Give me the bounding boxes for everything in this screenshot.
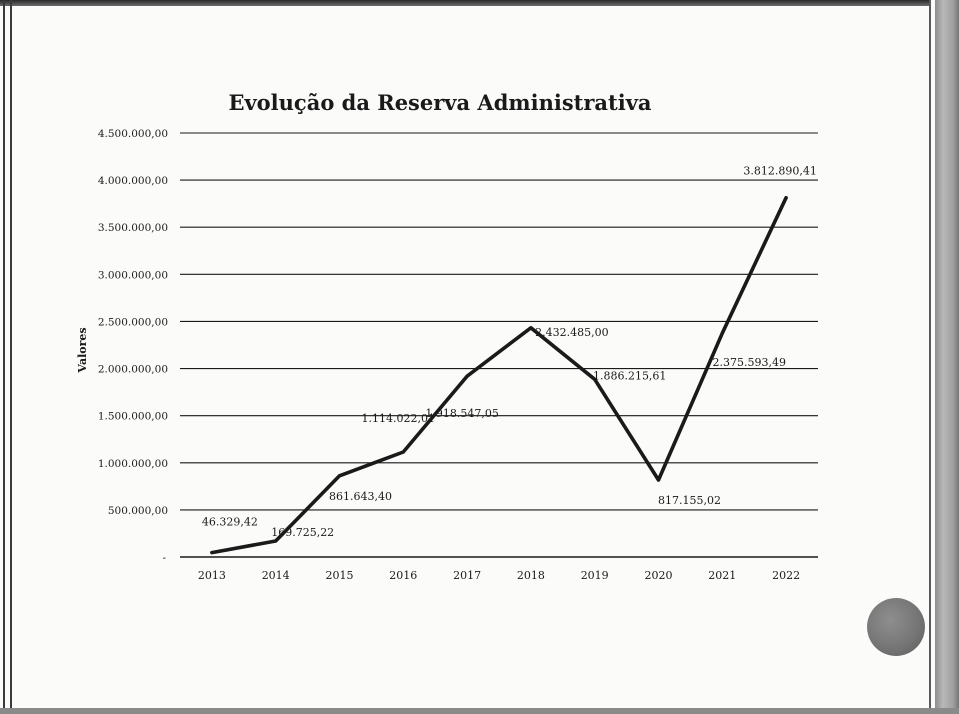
x-tick-label: 2022 — [772, 569, 800, 582]
data-label: 1.886.215,61 — [593, 369, 666, 382]
decorative-circle — [867, 598, 925, 656]
x-tick-label: 2016 — [389, 569, 417, 582]
y-tick-label: 500.000,00 — [108, 505, 168, 517]
slide-frame-left — [3, 0, 12, 714]
data-label: 46.329,42 — [202, 516, 258, 529]
y-tick-label: 3.000.000,00 — [98, 269, 168, 281]
y-tick-label: 2.500.000,00 — [98, 316, 168, 328]
data-labels: 46.329,42 169.725,22 861.643,40 1.114.022,0… — [202, 165, 817, 539]
y-tick-label: 1.000.000,00 — [98, 458, 168, 470]
y-tick-label: 4.000.000,00 — [98, 175, 168, 187]
x-tick-label: 2018 — [517, 569, 545, 582]
slide-frame-bottom — [0, 708, 959, 714]
y-tick-label: 1.500.000,00 — [98, 411, 168, 423]
y-tick-label: 3.500.000,00 — [98, 222, 168, 234]
slide-frame-right — [929, 0, 959, 714]
x-tick-label: 2014 — [262, 569, 290, 582]
y-tick-label: - — [162, 552, 166, 564]
chart-title: Evolução da Reserva Administrativa — [228, 90, 651, 115]
data-label: 169.725,22 — [271, 526, 334, 539]
series-line-path — [210, 195, 788, 555]
x-tick-label: 2015 — [326, 569, 354, 582]
gridlines — [180, 132, 818, 558]
x-tick-labels: 2013 2014 2015 2016 2017 2018 2019 2020 2021 2022 — [198, 569, 800, 582]
data-label: 1.918.547,05 — [425, 407, 498, 420]
y-tick-label: 2.000.000,00 — [98, 364, 168, 376]
slide-frame-top — [0, 0, 959, 6]
x-tick-label: 2017 — [453, 569, 481, 582]
x-tick-label: 2013 — [198, 569, 226, 582]
data-label: 3.812.890,41 — [743, 165, 816, 178]
data-label: 2.375.593,49 — [713, 356, 786, 369]
x-tick-label: 2020 — [645, 569, 673, 582]
series-line — [210, 195, 788, 555]
data-label: 817.155,02 — [658, 494, 721, 507]
x-tick-label: 2021 — [708, 569, 736, 582]
y-axis-label: Valores — [76, 327, 89, 373]
data-label: 861.643,40 — [329, 490, 392, 503]
x-tick-label: 2019 — [581, 569, 609, 582]
y-tick-label: 4.500.000,00 — [98, 128, 168, 140]
data-label: 1.114.022,01 — [362, 412, 435, 425]
data-label: 2.432.485,00 — [535, 326, 608, 339]
y-tick-labels: - 500.000,00 1.000.000,00 1.500.000,00 2.000… — [98, 128, 168, 564]
